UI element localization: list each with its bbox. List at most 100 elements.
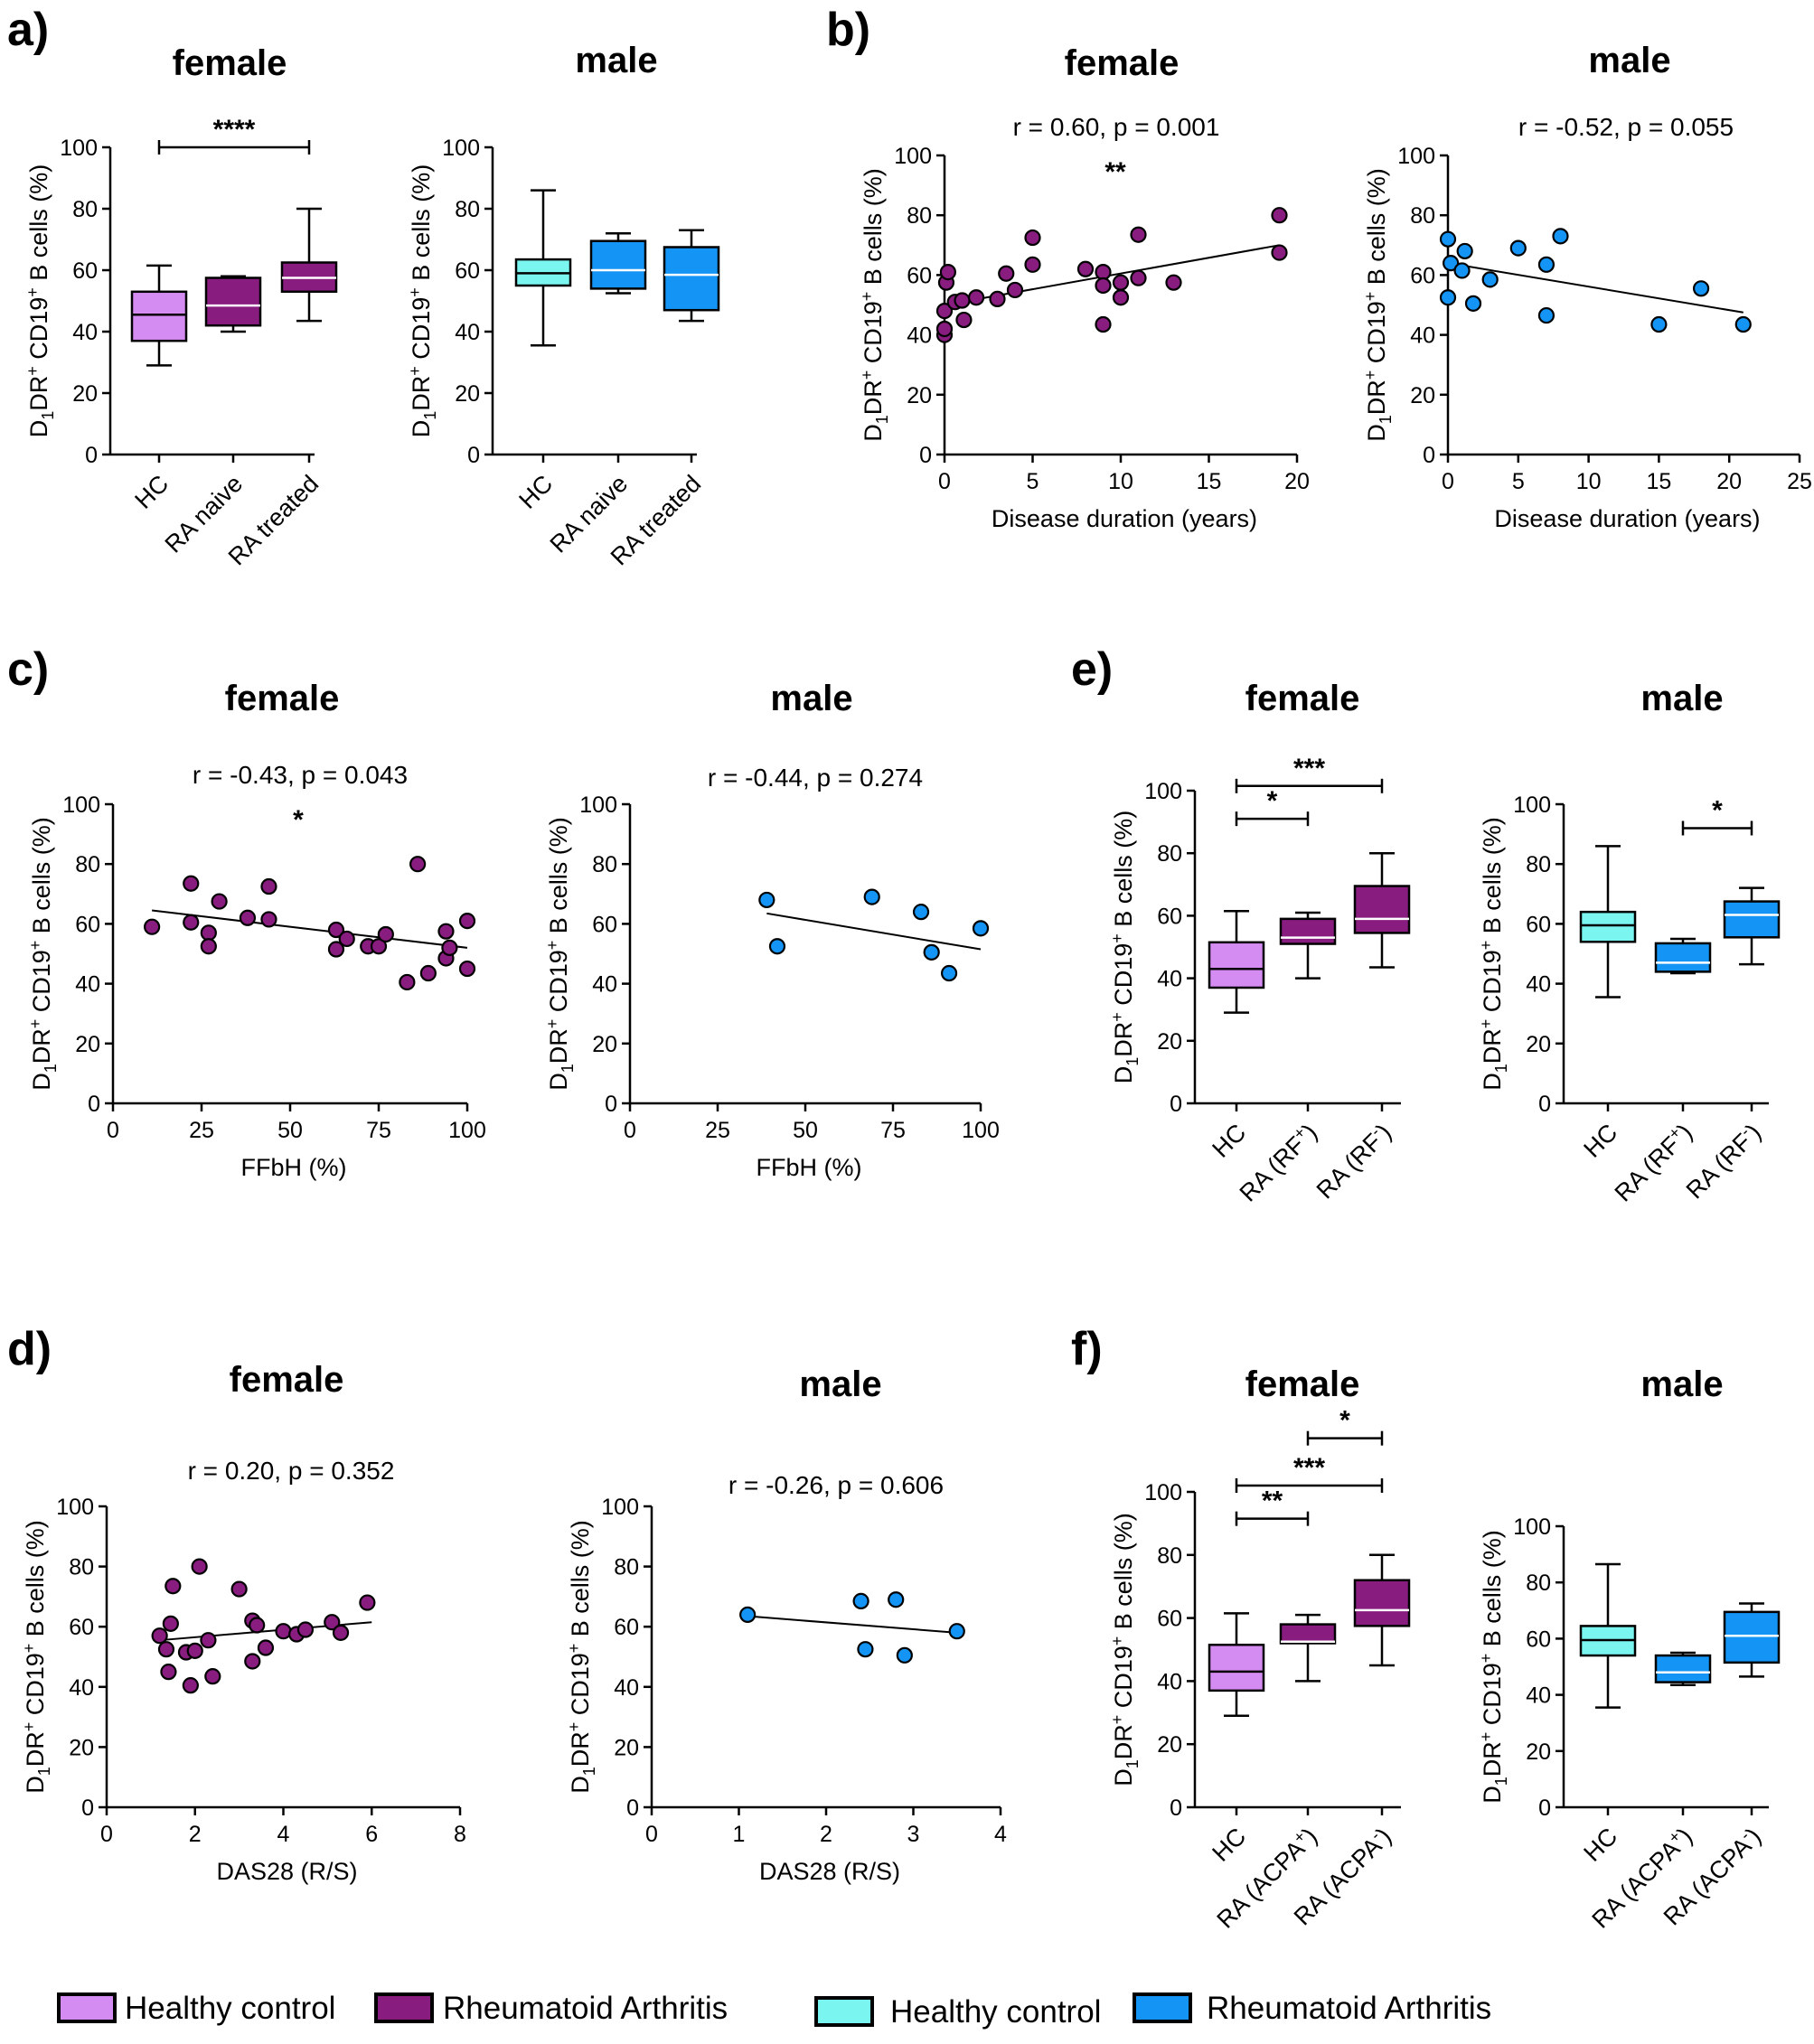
b_female-ytick-label-5: 100 xyxy=(894,144,932,169)
a_female-box-0 xyxy=(130,290,188,342)
e_female-ylabel-d: D xyxy=(1110,1066,1137,1084)
legend-male-ra-label: Rheumatoid Arthritis xyxy=(1207,1991,1491,2026)
f_male-box-1 xyxy=(1654,1654,1712,1683)
b_male-point-9 xyxy=(1537,306,1556,324)
c_male-ylabel-sup2: + xyxy=(543,941,561,951)
a_female-ytick-label-4: 80 xyxy=(72,197,98,222)
f_female-box-0 xyxy=(1208,1644,1265,1692)
f_female-ytick-label-0: 0 xyxy=(1170,1796,1182,1821)
a_male-ytick-label-0: 0 xyxy=(467,443,480,468)
d_male-ylabel-rest: B cells (%) xyxy=(567,1520,594,1644)
c_male-ytick-label-3: 60 xyxy=(592,912,617,937)
b_female-point-4 xyxy=(939,263,957,281)
a_female-ylabel-cd19: CD19 xyxy=(25,297,52,367)
e_female-box-2 xyxy=(1353,885,1411,934)
c_female-ylabel-rest: B cells (%) xyxy=(28,817,55,941)
c_female-point-14 xyxy=(377,925,394,943)
legend-male-ra: Rheumatoid Arthritis xyxy=(1133,1991,1491,2026)
c_male-point-1 xyxy=(768,938,786,955)
legend-female-ra-label: Rheumatoid Arthritis xyxy=(443,1991,728,2026)
c_female-xtick-label-0: 0 xyxy=(107,1118,119,1143)
e_male-box-0 xyxy=(1579,910,1637,943)
d_male-fit-line xyxy=(747,1615,957,1634)
a_male-ylabel-dr: DR xyxy=(408,376,435,411)
e_female-ylabel-sub: 1 xyxy=(1123,1057,1142,1066)
d_female-point-19 xyxy=(324,1614,341,1631)
e_male-ytick-label-1: 20 xyxy=(1526,1032,1551,1057)
c_male-ytick-label-4: 80 xyxy=(592,852,617,877)
d_male-xlabel: DAS28 (R/S) xyxy=(759,1858,900,1885)
b_male-ylabel-dr: DR xyxy=(1363,380,1390,415)
c_female-ylabel-sub: 1 xyxy=(42,1064,60,1073)
d_female-point-15 xyxy=(257,1639,275,1656)
f_female-ylabel-sup2: + xyxy=(1108,1636,1126,1646)
f_female-ylabel-d: D xyxy=(1110,1768,1137,1786)
e_female-ytick-label-5: 100 xyxy=(1144,779,1182,804)
c_male-point-2 xyxy=(863,888,880,905)
c_female-point-16 xyxy=(409,856,427,873)
b_female-ylabel: D1DR+ CD19+ B cells (%) xyxy=(858,168,891,442)
e_female-ylabel: D1DR+ CD19+ B cells (%) xyxy=(1108,811,1142,1084)
d_female-point-7 xyxy=(186,1642,203,1659)
a_female-ylabel-sup1: + xyxy=(23,366,42,376)
b_male-title: male xyxy=(1588,41,1670,80)
c_male-ylabel-sup1: + xyxy=(543,1019,561,1029)
d_male-ytick-label-4: 80 xyxy=(614,1555,639,1580)
b_male-ylabel: D1DR+ CD19+ B cells (%) xyxy=(1361,168,1395,442)
d_male-xtick-label-3: 3 xyxy=(907,1822,920,1847)
b_female-point-11 xyxy=(1006,281,1024,299)
e_female-ytick-label-0: 0 xyxy=(1170,1092,1182,1117)
legend-male-ra-swatch xyxy=(1133,1992,1192,2023)
d_female-point-8 xyxy=(191,1558,208,1575)
e_male-cat-1-main: RA (RF xyxy=(1610,1131,1686,1207)
c_female-xlabel: FFbH (%) xyxy=(241,1154,347,1181)
d_female-ylabel-cd19: CD19 xyxy=(22,1653,49,1722)
d_female-ytick-label-1: 20 xyxy=(69,1735,94,1760)
d_female-point-4 xyxy=(164,1578,182,1595)
d_female-title: female xyxy=(230,1360,344,1400)
d_male-ytick-label-0: 0 xyxy=(626,1796,639,1821)
a_female-ylabel-sub: 1 xyxy=(39,411,57,420)
a_male-ylabel-cd19: CD19 xyxy=(408,297,435,367)
b_male-point-0 xyxy=(1439,230,1457,248)
b_male-xtick-label-3: 15 xyxy=(1646,469,1671,494)
f_male-ylabel-sub: 1 xyxy=(1492,1777,1510,1786)
d_female-point-1 xyxy=(157,1641,175,1658)
f_male-ylabel-sup2: + xyxy=(1477,1654,1495,1664)
f_male-ylabel: D1DR+ CD19+ B cells (%) xyxy=(1477,1530,1510,1804)
a_male-cat-0: HC xyxy=(513,470,558,514)
e_male-ylabel-sup2: + xyxy=(1477,941,1495,951)
d_female-xtick-label-1: 2 xyxy=(189,1822,202,1847)
e_male-ytick-label-3: 60 xyxy=(1526,912,1551,937)
c_male-xtick-label-1: 25 xyxy=(705,1118,730,1143)
b_male-xtick-label-2: 10 xyxy=(1576,469,1602,494)
e_male-ylabel-d: D xyxy=(1479,1073,1506,1091)
c_female-xtick-label-4: 100 xyxy=(448,1118,486,1143)
e_male-ytick-label-0: 0 xyxy=(1538,1092,1551,1117)
c_female-point-21 xyxy=(458,912,476,930)
legend-male-hc: Healthy control xyxy=(814,1994,1101,2030)
b_female-ytick-label-1: 20 xyxy=(907,383,932,408)
b_male-point-5 xyxy=(1464,295,1482,312)
b_female-ylabel-sup2: + xyxy=(858,292,876,302)
d_female-ytick-label-2: 40 xyxy=(69,1675,94,1701)
c_female-ylabel-dr: DR xyxy=(28,1028,55,1064)
a_female-ylabel-rest: B cells (%) xyxy=(25,164,52,288)
e_male-ytick-label-5: 100 xyxy=(1513,792,1551,818)
f_male-ylabel-cd19: CD19 xyxy=(1479,1663,1506,1732)
c_female-stat: r = -0.43, p = 0.043 xyxy=(193,761,408,789)
e_male-ylabel-dr: DR xyxy=(1479,1028,1506,1064)
c_female-point-20 xyxy=(441,939,458,956)
b_female-point-7 xyxy=(955,311,973,329)
b_male-xtick-label-4: 20 xyxy=(1716,469,1742,494)
b_male-fit-line xyxy=(1447,262,1744,314)
f_female-title: female xyxy=(1245,1364,1360,1404)
d_male-point-3 xyxy=(888,1591,905,1608)
f_female-ylabel: D1DR+ CD19+ B cells (%) xyxy=(1108,1513,1142,1786)
d_male-ylabel-cd19: CD19 xyxy=(567,1653,594,1722)
d_male-ylabel: D1DR+ CD19+ B cells (%) xyxy=(565,1520,598,1794)
f_male-ytick-label-2: 40 xyxy=(1526,1683,1551,1709)
